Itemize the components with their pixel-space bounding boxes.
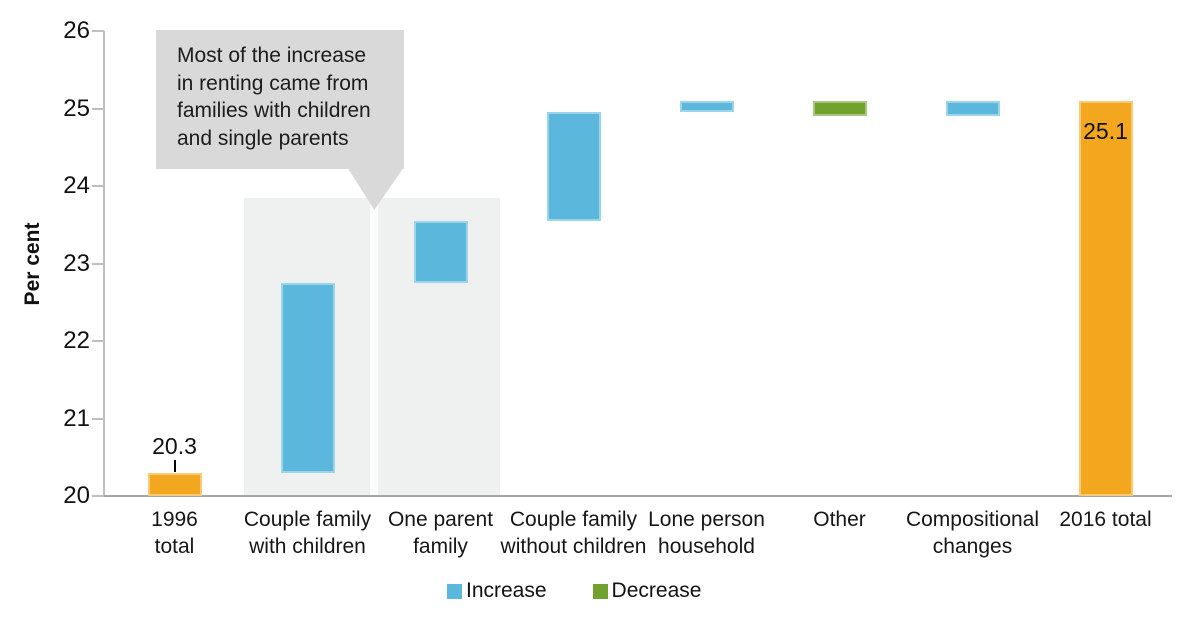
y-tick-label: 26 bbox=[63, 17, 90, 44]
legend-item-decrease: Decrease bbox=[592, 579, 702, 603]
y-tick-label: 22 bbox=[63, 327, 90, 354]
x-label-other: Other bbox=[813, 508, 866, 531]
y-tick-mark bbox=[92, 185, 104, 187]
legend: Increase Decrease bbox=[447, 579, 701, 603]
y-tick-mark bbox=[92, 495, 104, 497]
x-label-one-parent-family: One parent family bbox=[387, 508, 494, 558]
bar-one-parent-family bbox=[413, 220, 468, 283]
x-label-couple-family-without-children: Couple family without children bbox=[500, 508, 647, 558]
y-tick-mark bbox=[92, 107, 104, 110]
y-tick-label: 21 bbox=[63, 404, 90, 432]
y-tick-label: 24 bbox=[63, 172, 90, 199]
x-label-lone-person-household: Lone person household bbox=[648, 508, 765, 558]
increase-swatch-icon bbox=[447, 583, 462, 599]
x-label-compositional-changes: Compositional changes bbox=[905, 508, 1040, 558]
annotation-callout: Most of the increase in renting came fro… bbox=[156, 30, 404, 169]
data-label-2016-total: 25.1 bbox=[1083, 117, 1128, 144]
bar-lone-person-household bbox=[679, 100, 734, 113]
legend-label-increase: Increase bbox=[466, 579, 547, 602]
bar-couple-family-without-children bbox=[546, 112, 601, 221]
legend-label-decrease: Decrease bbox=[611, 579, 702, 602]
bar-other bbox=[812, 100, 867, 117]
bar-1996-total bbox=[147, 472, 202, 496]
x-label-1996-total: 1996 total bbox=[151, 508, 198, 558]
bar-compositional-changes bbox=[945, 100, 1000, 117]
y-tick-label: 23 bbox=[63, 249, 90, 277]
x-label-couple-family-with-children: Couple family with children bbox=[243, 508, 372, 558]
data-label-leader-line bbox=[173, 459, 176, 472]
bar-couple-family-with-children bbox=[280, 282, 335, 473]
y-tick-mark bbox=[92, 30, 104, 32]
y-tick-label: 20 bbox=[63, 482, 90, 509]
y-axis-line bbox=[103, 31, 105, 497]
y-tick-mark bbox=[92, 262, 104, 265]
x-label-2016-total: 2016 total bbox=[1059, 508, 1152, 531]
decrease-swatch-icon bbox=[592, 583, 608, 599]
y-tick-mark bbox=[92, 417, 104, 420]
x-axis-line bbox=[103, 495, 1172, 497]
legend-item-increase: Increase bbox=[447, 579, 547, 603]
data-label-1996-total: 20.3 bbox=[152, 432, 197, 459]
y-tick-mark bbox=[92, 340, 104, 342]
bar-2016-total bbox=[1078, 100, 1133, 496]
annotation-text: Most of the increase in renting came fro… bbox=[177, 44, 371, 150]
highlight-region-divider bbox=[370, 198, 378, 495]
y-tick-label: 25 bbox=[63, 94, 90, 122]
